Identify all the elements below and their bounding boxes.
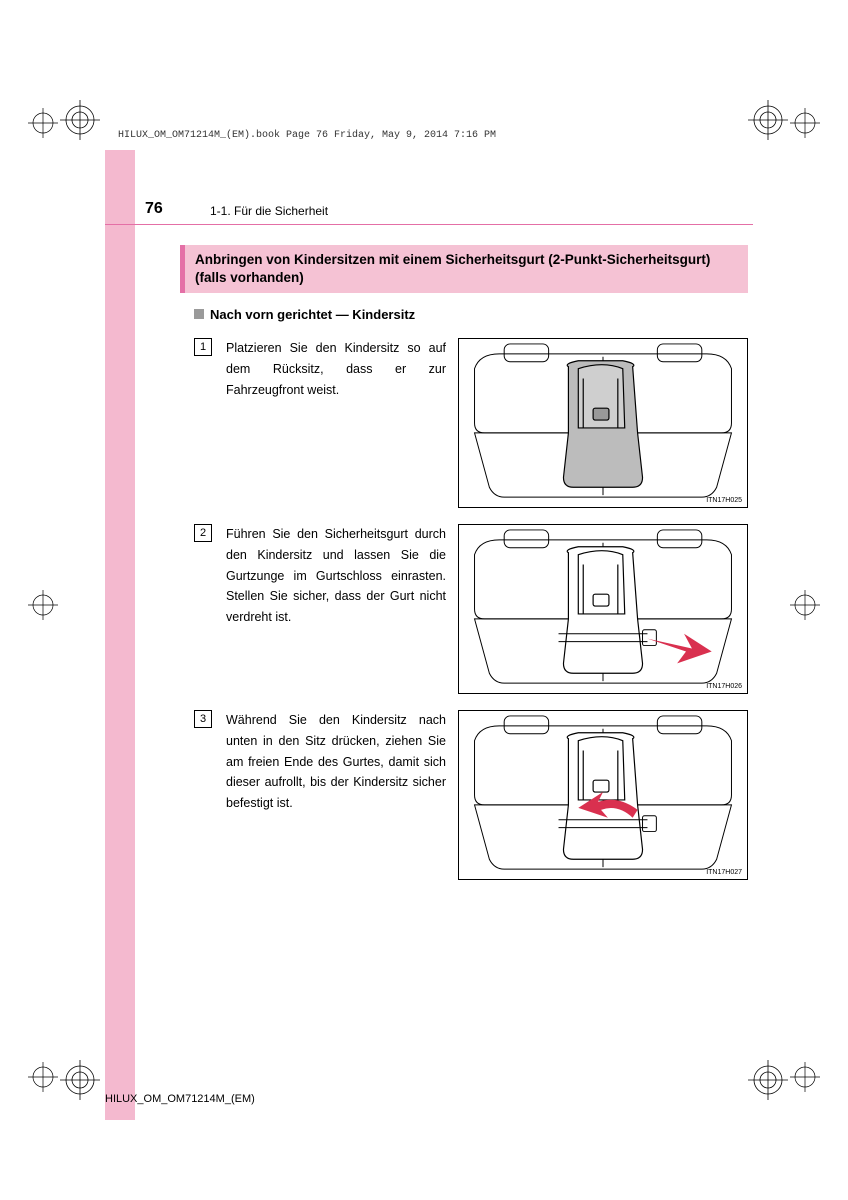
step-number: 2 bbox=[194, 524, 212, 542]
subheading-text: Nach vorn gerichtet — Kindersitz bbox=[210, 307, 415, 322]
crop-target-ml bbox=[28, 590, 58, 620]
crop-mark-bl bbox=[60, 1060, 100, 1100]
step-1: 1 Platzieren Sie den Kindersitz so auf d… bbox=[194, 338, 748, 508]
step-number: 3 bbox=[194, 710, 212, 728]
header-rule bbox=[105, 224, 753, 225]
content-area: Anbringen von Kindersitzen mit einem Sic… bbox=[180, 245, 748, 880]
crop-target-bl bbox=[28, 1062, 58, 1092]
step-3: 3 Während Sie den Kindersitz nach unten … bbox=[194, 710, 748, 880]
page-number: 76 bbox=[145, 200, 163, 218]
crop-target-tl bbox=[28, 108, 58, 138]
section-title: Anbringen von Kindersitzen mit einem Sic… bbox=[180, 245, 748, 293]
step-text: Platzieren Sie den Kindersitz so auf dem… bbox=[226, 338, 446, 508]
step-text: Führen Sie den Sicherheitsgurt durch den… bbox=[226, 524, 446, 694]
step-number: 1 bbox=[194, 338, 212, 356]
step-illustration: ITN17H026 bbox=[458, 524, 748, 694]
image-code: ITN17H025 bbox=[706, 497, 742, 504]
crop-mark-tl bbox=[60, 100, 100, 140]
crop-target-br bbox=[790, 1062, 820, 1092]
crop-mark-br bbox=[748, 1060, 788, 1100]
step-illustration: ITN17H027 bbox=[458, 710, 748, 880]
image-code: ITN17H026 bbox=[706, 683, 742, 690]
crop-target-tr bbox=[790, 108, 820, 138]
bullet-square-icon bbox=[194, 309, 204, 319]
print-header: HILUX_OM_OM71214M_(EM).book Page 76 Frid… bbox=[118, 130, 496, 141]
arrow-icon bbox=[647, 634, 711, 664]
section-label: 1-1. Für die Sicherheit bbox=[210, 204, 328, 218]
step-text: Während Sie den Kindersitz nach unten in… bbox=[226, 710, 446, 880]
step-2: 2 Führen Sie den Sicherheitsgurt durch d… bbox=[194, 524, 748, 694]
pink-sidebar bbox=[105, 150, 135, 1120]
subheading: Nach vorn gerichtet — Kindersitz bbox=[194, 307, 748, 322]
footer-code: HILUX_OM_OM71214M_(EM) bbox=[105, 1093, 255, 1105]
crop-target-mr bbox=[790, 590, 820, 620]
image-code: ITN17H027 bbox=[706, 869, 742, 876]
step-illustration: ITN17H025 bbox=[458, 338, 748, 508]
crop-mark-tr bbox=[748, 100, 788, 140]
